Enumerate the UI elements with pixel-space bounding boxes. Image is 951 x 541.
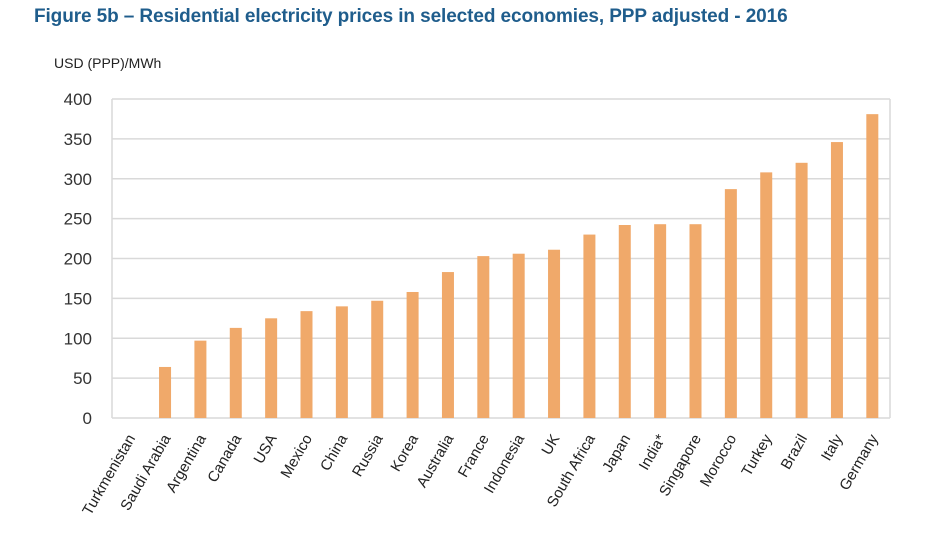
- bar: [371, 300, 384, 418]
- bar: [512, 253, 525, 418]
- bar: [194, 340, 207, 418]
- bar: [300, 311, 313, 418]
- bar: [760, 172, 773, 418]
- y-tick-label: 0: [83, 409, 92, 428]
- bar: [477, 256, 490, 418]
- x-tick-label: Russia: [349, 431, 387, 480]
- y-tick-label: 200: [64, 250, 92, 269]
- y-axis-label: USD (PPP)/MWh: [54, 55, 162, 71]
- x-tick-label: Mexico: [277, 432, 315, 482]
- bar: [548, 249, 561, 418]
- bar: [159, 366, 172, 418]
- x-tick-label: Korea: [387, 431, 422, 475]
- bars: [159, 114, 879, 418]
- x-tick-label: India*: [636, 431, 670, 473]
- bar: [795, 162, 808, 418]
- y-tick-label: 100: [64, 329, 92, 348]
- bar: [441, 272, 454, 418]
- x-tick-label: Italy: [818, 431, 847, 464]
- bar: [583, 234, 596, 418]
- x-tick-label: Turkey: [738, 431, 776, 479]
- x-tick-label: France: [455, 432, 493, 481]
- bar: [654, 224, 667, 418]
- x-tick-label: Japan: [599, 432, 634, 476]
- y-tick-labels: 0 50 100 150 200 250 300 350 400: [64, 90, 92, 428]
- bar: [335, 306, 348, 418]
- bar: [406, 291, 419, 418]
- x-tick-label: Canada: [204, 431, 245, 486]
- y-tick-label: 300: [64, 170, 92, 189]
- bar: [618, 225, 631, 418]
- y-tick-label: 50: [73, 369, 92, 388]
- x-tick-label: USA: [250, 432, 280, 467]
- y-tick-label: 150: [64, 289, 92, 308]
- y-tick-label: 350: [64, 130, 92, 149]
- gridlines: [111, 98, 891, 419]
- x-tick-label: UK: [538, 432, 563, 459]
- chart-title: Figure 5b – Residential electricity pric…: [34, 6, 788, 27]
- x-tick-label: Brazil: [778, 432, 811, 473]
- bar: [265, 318, 278, 418]
- bar: [724, 189, 737, 418]
- bar: [229, 327, 242, 418]
- y-tick-label: 400: [64, 90, 92, 109]
- bar: [866, 114, 879, 418]
- bar: [689, 224, 702, 418]
- x-tick-label: China: [317, 431, 352, 474]
- bar: [830, 142, 843, 418]
- y-tick-label: 250: [64, 210, 92, 229]
